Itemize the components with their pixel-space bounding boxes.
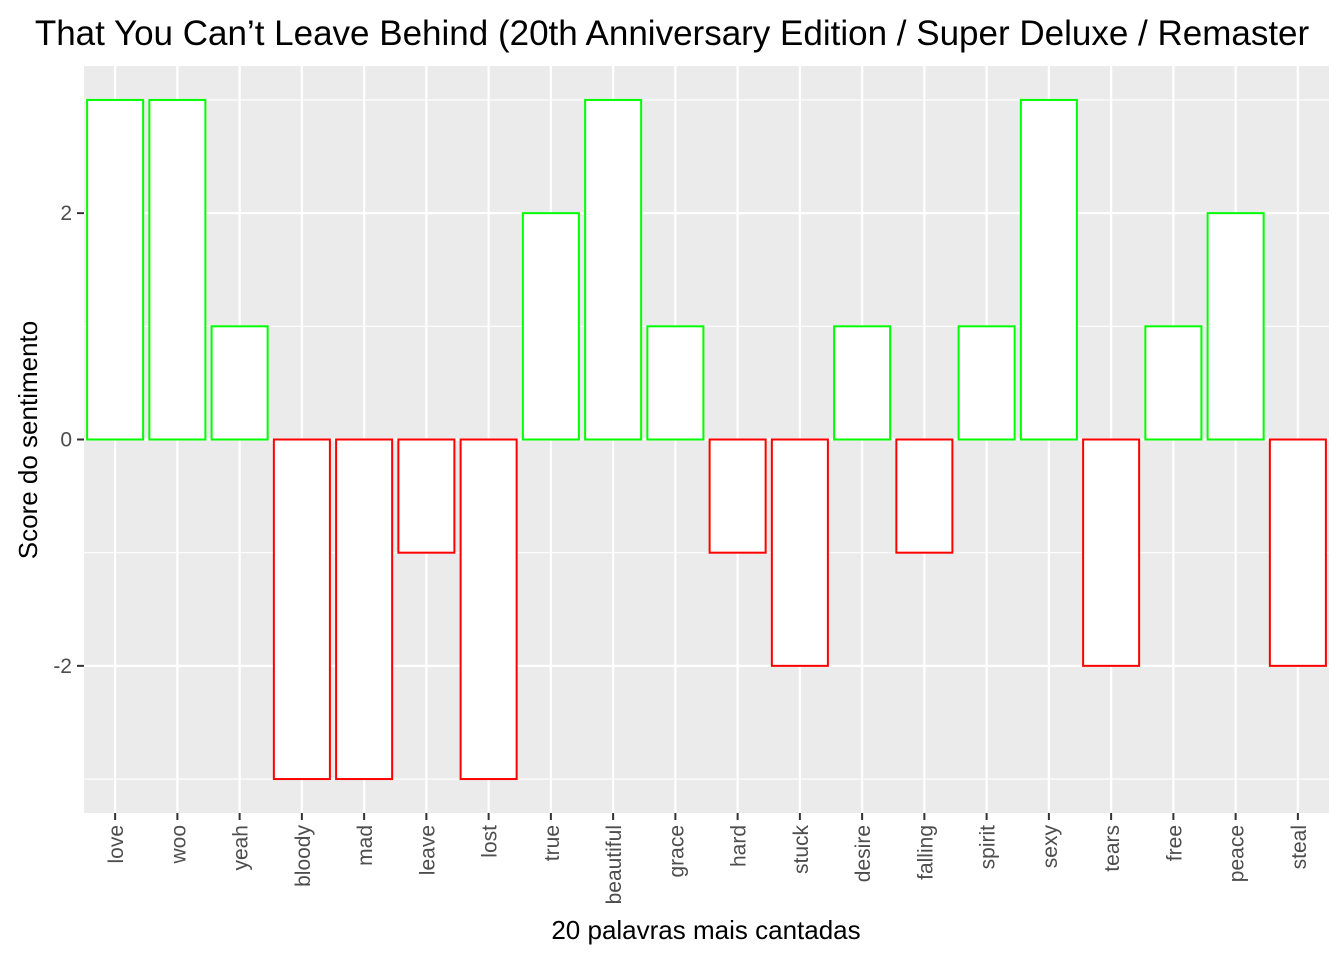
x-axis: love woo yeah bloody mad leave lost true beautif…	[105, 813, 1311, 904]
x-tick-label: lost	[479, 825, 502, 858]
y-tick-label: 2	[60, 202, 72, 225]
x-tick-label: true	[541, 825, 564, 861]
y-axis-title: Score do sentimento	[13, 321, 43, 559]
x-tick-label: beautiful	[603, 825, 626, 904]
y-tick-label: 0	[60, 429, 72, 452]
bar-free	[1144, 325, 1203, 441]
x-axis-title: 20 palavras mais cantadas	[551, 915, 860, 945]
chart-title: That You Can’t Leave Behind (20th Annive…	[35, 14, 1310, 53]
bar-falling	[895, 438, 954, 554]
x-tick-label: tears	[1101, 825, 1124, 872]
bar-woo	[148, 98, 207, 441]
x-tick-label: yeah	[230, 825, 253, 871]
bar-stuck	[770, 438, 829, 667]
bar-love	[86, 98, 145, 441]
bar-grace	[646, 325, 705, 441]
x-tick-label: desire	[852, 825, 875, 882]
bar-true	[521, 212, 580, 441]
x-tick-label: grace	[665, 825, 688, 878]
bar-tears	[1082, 438, 1141, 667]
bar-lost	[459, 438, 518, 781]
x-tick-label: free	[1163, 825, 1186, 861]
bar-leave	[397, 438, 456, 554]
x-tick-label: mad	[354, 825, 377, 866]
bar-bloody	[272, 438, 331, 781]
x-tick-label: love	[105, 825, 128, 864]
bar-desire	[833, 325, 892, 441]
x-tick-label: sexy	[1039, 825, 1062, 869]
bar-hard	[708, 438, 767, 554]
x-tick-label: steal	[1288, 825, 1311, 869]
bar-steal	[1268, 438, 1327, 667]
bar-beautiful	[584, 98, 643, 441]
x-tick-label: leave	[416, 825, 439, 875]
x-tick-label: hard	[728, 825, 751, 867]
bar-sexy	[1019, 98, 1078, 441]
x-tick-label: spirit	[977, 825, 1000, 870]
bar-spirit	[957, 325, 1016, 441]
x-tick-label: woo	[167, 825, 190, 865]
x-tick-label: stuck	[790, 825, 813, 875]
x-tick-label: peace	[1226, 825, 1249, 882]
bar-peace	[1206, 212, 1265, 441]
bars	[86, 98, 1327, 781]
bar-mad	[335, 438, 394, 781]
x-tick-label: falling	[914, 825, 937, 880]
y-tick-label: -2	[53, 655, 72, 678]
x-tick-label: bloody	[292, 825, 315, 887]
y-axis: -2 0 2	[53, 202, 84, 678]
bar-yeah	[210, 325, 269, 441]
